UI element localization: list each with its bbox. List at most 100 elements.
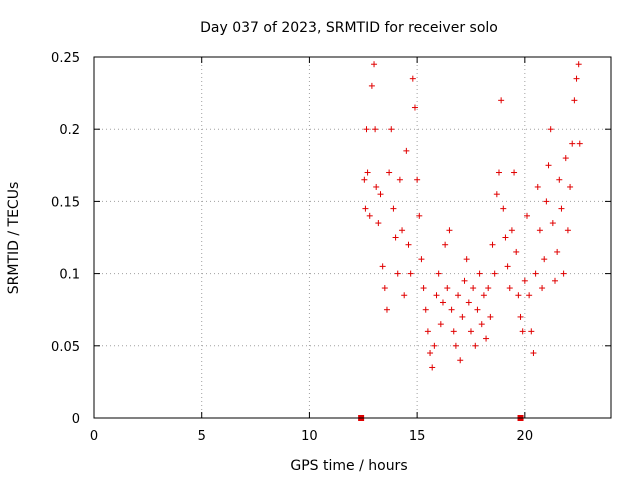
- data-point: [483, 335, 490, 342]
- data-point: [409, 75, 416, 82]
- data-point: [461, 277, 468, 284]
- data-point: [386, 169, 393, 176]
- data-points: [361, 61, 583, 371]
- data-point: [547, 126, 554, 133]
- y-axis: 0 0.05 0.1 0.15 0.2 0.25: [51, 51, 611, 427]
- data-point: [411, 104, 418, 111]
- data-point: [515, 292, 522, 299]
- data-point: [549, 220, 556, 227]
- data-point: [567, 183, 574, 190]
- data-point: [498, 97, 505, 104]
- data-point: [401, 292, 408, 299]
- x-tick-label: 5: [198, 429, 206, 444]
- data-point: [424, 328, 431, 335]
- x-tick-label: 20: [517, 429, 534, 444]
- y-tick-label: 0.2: [59, 123, 80, 138]
- data-point: [379, 263, 386, 270]
- data-point: [431, 342, 438, 349]
- data-point: [375, 220, 382, 227]
- data-point: [476, 270, 483, 277]
- data-point: [493, 191, 500, 198]
- data-point: [435, 270, 442, 277]
- data-point: [467, 328, 474, 335]
- data-point: [442, 241, 449, 248]
- data-point: [470, 285, 477, 292]
- x-tick-label: 15: [409, 429, 426, 444]
- y-tick-label: 0: [72, 412, 80, 427]
- data-point: [373, 183, 380, 190]
- data-point: [465, 299, 472, 306]
- data-point: [511, 169, 518, 176]
- data-point: [491, 270, 498, 277]
- x-tick-label: 10: [301, 429, 318, 444]
- data-point: [392, 234, 399, 241]
- x-tick-label: 0: [90, 429, 98, 444]
- data-point: [363, 126, 370, 133]
- data-point: [571, 97, 578, 104]
- data-point: [508, 227, 515, 234]
- data-point: [551, 277, 558, 284]
- data-point: [576, 140, 583, 147]
- data-point: [407, 270, 414, 277]
- data-point: [446, 227, 453, 234]
- data-point: [383, 306, 390, 313]
- data-point: [528, 328, 535, 335]
- data-point: [459, 313, 466, 320]
- data-point: [394, 270, 401, 277]
- x-axis: 0 5 10 15 20: [90, 57, 533, 444]
- data-point: [569, 140, 576, 147]
- data-point: [573, 75, 580, 82]
- data-point: [381, 285, 388, 292]
- y-tick-label: 0.15: [51, 195, 80, 210]
- data-point: [530, 350, 537, 357]
- data-point: [560, 270, 567, 277]
- data-point: [405, 241, 412, 248]
- data-point: [450, 328, 457, 335]
- data-point: [371, 61, 378, 68]
- data-point: [513, 248, 520, 255]
- data-point: [452, 342, 459, 349]
- data-point: [543, 198, 550, 205]
- data-point: [399, 227, 406, 234]
- data-point: [366, 212, 373, 219]
- data-point: [444, 285, 451, 292]
- data-point: [554, 248, 561, 255]
- data-point: [439, 299, 446, 306]
- data-point: [463, 256, 470, 263]
- data-point: [418, 256, 425, 263]
- data-point: [457, 357, 464, 364]
- data-point: [420, 285, 427, 292]
- data-point: [541, 256, 548, 263]
- data-point: [521, 277, 528, 284]
- data-point: [545, 162, 552, 169]
- data-point: [414, 176, 421, 183]
- data-point: [532, 270, 539, 277]
- data-point: [480, 292, 487, 299]
- data-point: [403, 147, 410, 154]
- data-point: [517, 313, 524, 320]
- data-point: [368, 82, 375, 89]
- data-point: [558, 205, 565, 212]
- data-point: [502, 234, 509, 241]
- data-point: [455, 292, 462, 299]
- data-point: [556, 176, 563, 183]
- data-point: [437, 321, 444, 328]
- grid-lines: [94, 57, 611, 418]
- data-point: [487, 313, 494, 320]
- data-point: [396, 176, 403, 183]
- data-point: [427, 350, 434, 357]
- data-point: [429, 364, 436, 371]
- data-point: [495, 169, 502, 176]
- data-point: [534, 183, 541, 190]
- data-point: [564, 227, 571, 234]
- data-point: [485, 285, 492, 292]
- data-point: [526, 292, 533, 299]
- data-point: [448, 306, 455, 313]
- plot-frame: [93, 56, 612, 419]
- data-point: [372, 126, 379, 133]
- data-point: [539, 285, 546, 292]
- data-point: [536, 227, 543, 234]
- y-axis-title: SRMTID / TECUs: [6, 182, 22, 295]
- data-point: [361, 176, 368, 183]
